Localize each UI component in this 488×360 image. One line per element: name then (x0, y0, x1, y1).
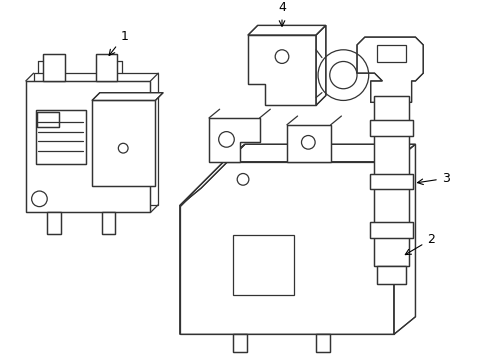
Text: 3: 3 (417, 172, 448, 185)
Polygon shape (247, 26, 325, 35)
Polygon shape (92, 93, 163, 100)
Polygon shape (38, 112, 59, 127)
Polygon shape (43, 54, 64, 81)
Polygon shape (247, 35, 315, 105)
Polygon shape (393, 144, 415, 334)
Polygon shape (373, 95, 408, 266)
Polygon shape (356, 37, 423, 102)
Polygon shape (369, 222, 412, 238)
Polygon shape (233, 334, 246, 352)
Polygon shape (26, 81, 150, 212)
Text: 4: 4 (278, 1, 285, 26)
Polygon shape (180, 162, 393, 334)
Polygon shape (315, 334, 329, 352)
Polygon shape (369, 120, 412, 135)
Polygon shape (376, 266, 405, 284)
Polygon shape (223, 144, 415, 162)
Polygon shape (286, 125, 330, 162)
Polygon shape (315, 26, 325, 105)
Polygon shape (96, 54, 117, 81)
Text: 2: 2 (405, 233, 434, 255)
Polygon shape (92, 100, 155, 186)
Polygon shape (102, 212, 115, 234)
Text: 1: 1 (109, 30, 128, 55)
Polygon shape (369, 174, 412, 189)
Polygon shape (208, 118, 259, 162)
Polygon shape (36, 110, 86, 164)
Polygon shape (180, 144, 244, 206)
Polygon shape (47, 212, 61, 234)
